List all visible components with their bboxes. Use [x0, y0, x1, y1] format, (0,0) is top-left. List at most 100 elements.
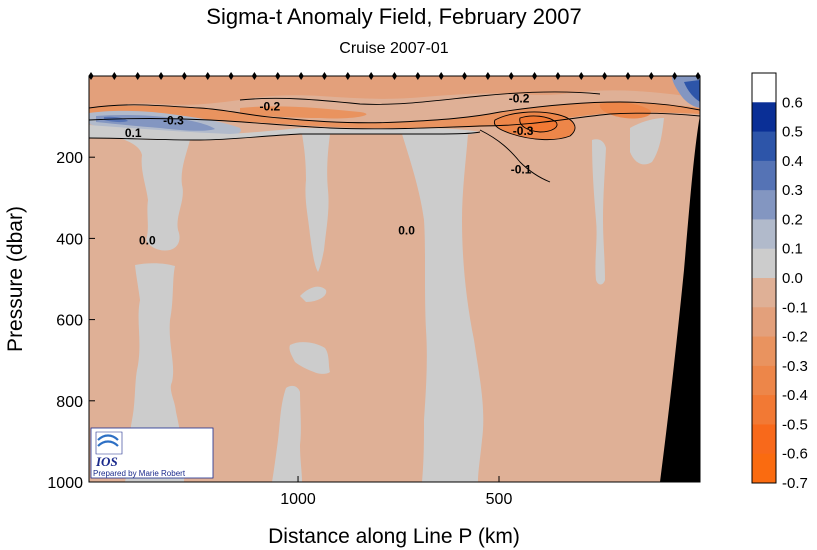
station-marker	[181, 72, 187, 80]
zero-column-1-region	[120, 138, 190, 251]
east-shelf-positive-core-region	[684, 80, 700, 102]
contour-line	[493, 111, 576, 141]
contour-label: -0.3	[513, 124, 534, 138]
station-marker	[298, 72, 304, 80]
colorbar-label: 0.5	[782, 124, 803, 141]
colorbar-label: -0.1	[782, 299, 808, 316]
colorbar-swatch	[752, 219, 776, 250]
station-marker	[368, 72, 374, 80]
station-marker	[321, 72, 328, 80]
colorbar-swatch	[752, 453, 776, 484]
station-marker	[88, 72, 94, 80]
colorbar-label: -0.6	[782, 446, 808, 463]
zero-column-3-region	[402, 132, 484, 482]
contour-line	[239, 91, 601, 105]
colorbar-swatch	[752, 307, 776, 338]
station-marker	[461, 72, 468, 80]
station-marker	[508, 72, 514, 80]
y-tick-label: 200	[56, 150, 83, 167]
contour-line	[89, 101, 700, 124]
y-tick-label: 800	[56, 394, 83, 411]
station-marker	[485, 72, 491, 80]
colorbar-label: -0.2	[782, 329, 808, 346]
colorbar-swatch	[752, 248, 776, 279]
zero-column-2-bottom-region	[272, 385, 302, 482]
station-marker	[275, 72, 281, 80]
colorbar-label: 0.0	[782, 270, 803, 287]
colorbar-swatch	[752, 278, 776, 308]
colorbar-swatch	[752, 73, 776, 103]
station-marker	[602, 72, 608, 80]
colorbar-swatch	[752, 131, 776, 162]
station-marker	[391, 72, 398, 80]
colorbar-swatch	[752, 365, 776, 396]
zero-band-region	[89, 125, 480, 140]
surface-ribbon-region	[89, 101, 700, 128]
contour-line	[89, 112, 700, 130]
surface-layer-deeper-region	[240, 106, 367, 119]
colorbar-label: 0.4	[782, 153, 803, 170]
chart-title: Sigma-t Anomaly Field, February 2007	[206, 4, 581, 29]
station-marker	[555, 72, 561, 80]
logo-name: IOS	[95, 454, 118, 469]
colorbar-label: -0.4	[782, 387, 808, 404]
y-tick-label: 400	[56, 231, 83, 248]
contour-label: 0.0	[139, 233, 156, 247]
zero-column-2-lower-region	[289, 342, 330, 374]
colorbar-label: -0.5	[782, 416, 808, 433]
station-marker	[648, 72, 654, 80]
station-marker	[111, 72, 117, 80]
station-marker	[695, 72, 701, 80]
station-marker	[578, 72, 584, 80]
x-tick-label: 500	[486, 491, 513, 508]
x-axis-ticks: 1000 500	[280, 476, 512, 508]
colorbar-swatch	[752, 102, 776, 133]
contour-label: -0.3	[163, 114, 184, 128]
colorbar-swatch	[752, 424, 776, 455]
zero-column-2-region	[302, 132, 330, 272]
station-marker	[672, 72, 678, 80]
zero-column-5-region	[630, 118, 664, 165]
contour-line	[89, 131, 481, 141]
colorbar-swatch	[752, 336, 776, 367]
chart-subtitle: Cruise 2007-01	[339, 40, 449, 57]
colorbar-label: -0.3	[782, 358, 808, 375]
colorbar-label: 0.1	[782, 241, 803, 258]
station-marker	[625, 72, 631, 80]
contour-label: -0.2	[260, 100, 281, 114]
station-marker	[415, 72, 421, 80]
contour-line	[519, 115, 558, 133]
surface-layer-region	[89, 76, 700, 108]
y-axis-label: Pressure (dbar)	[4, 206, 27, 352]
y-tick-label: 1000	[47, 475, 83, 492]
station-marker	[135, 72, 141, 80]
bottom-topography	[660, 115, 700, 482]
colorbar: 0.6 0.5 0.4 0.3 0.2 0.1 0.0 -0.1 -0.2 -0.3 -0.4 -0.…	[751, 72, 808, 492]
colorbar-swatch	[752, 395, 776, 425]
colorbar-swatch	[752, 190, 776, 220]
east-core-region	[599, 102, 651, 119]
station-marker	[228, 72, 234, 80]
pycnocline-core-inner-region	[519, 115, 558, 132]
contour-label: 0.1	[125, 126, 142, 140]
ios-logo: IOS Prepared by Marie Robert	[90, 427, 214, 479]
contour-lines	[89, 91, 700, 183]
zero-column-2-blob-region	[300, 286, 327, 302]
colorbar-frame	[751, 72, 777, 484]
x-tick-label: 1000	[280, 491, 316, 508]
station-marker	[205, 72, 211, 80]
contour-line	[479, 129, 551, 183]
zero-column-4-region	[592, 139, 606, 285]
plot-area: -0.2 -0.2 -0.3 -0.3 0.1 -0.1 0.0 0.0	[88, 72, 701, 483]
contour-labels: -0.2 -0.2 -0.3 -0.3 0.1 -0.1 0.0 0.0	[125, 91, 534, 247]
colorbar-label: 0.6	[782, 94, 803, 111]
colorbar-swatch	[752, 160, 776, 191]
wave-logo-icon	[95, 431, 123, 455]
y-tick-label: 600	[56, 313, 83, 330]
x-axis-label: Distance along Line P (km)	[268, 525, 520, 548]
station-marker	[345, 72, 351, 80]
station-marker	[158, 72, 164, 80]
contour-label: 0.0	[398, 223, 415, 237]
station-markers	[88, 72, 701, 80]
